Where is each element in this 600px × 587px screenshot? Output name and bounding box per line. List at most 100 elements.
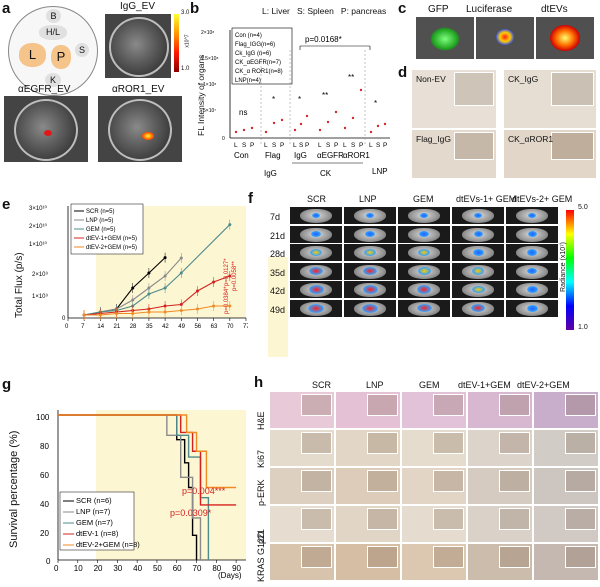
f-mouse-image — [398, 225, 450, 243]
h-stain-image — [468, 430, 532, 466]
b-legend-0: Con (n=4) — [235, 33, 262, 39]
b-group-con: Con — [234, 151, 249, 160]
e-series-line-4 — [84, 305, 230, 316]
d-title-ck-aror1: CK_αROR1 — [508, 134, 554, 144]
e-point — [131, 286, 135, 290]
e-point — [115, 312, 119, 315]
g-ytick-0: 100 — [36, 413, 50, 422]
svg-text:P: P — [250, 142, 254, 149]
panel-a-colorbar — [174, 14, 179, 72]
e-point — [212, 280, 216, 284]
b-ytick-3: 5×10⁷ — [203, 108, 216, 114]
e-point — [195, 289, 199, 293]
organ-s: S — [75, 43, 89, 57]
organ-l: L — [19, 43, 46, 67]
b-ytick-2: 1×10⁸ — [203, 82, 216, 88]
e-legend-2: GEM (n=5) — [86, 227, 116, 233]
f-col-dtev1: dtEVs-1+ GEM — [456, 194, 517, 204]
b-sig-3: ** — [322, 91, 328, 100]
g-xtick: 60 — [173, 564, 182, 573]
f-mouse-image — [452, 207, 504, 224]
g-legend-0: SCR (n=6) — [76, 496, 112, 505]
panel-f-colorbar-label: Radiance (x10⁷) — [560, 241, 567, 292]
d-title-non-ev: Non-EV — [416, 74, 446, 84]
e-pvalue-1: p=0.0058** — [232, 260, 238, 291]
h-col-gem: GEM — [419, 380, 440, 390]
aror1-ev-title: αROR1_EV — [112, 84, 165, 95]
e-point — [98, 313, 102, 317]
e-point — [147, 292, 151, 296]
f-mouse-image — [290, 244, 342, 261]
h-stain-image — [468, 468, 532, 504]
h-stain-image — [402, 544, 466, 580]
e-xtick: 28 — [130, 324, 137, 330]
organ-layout-schematic: B H/L S L P K — [8, 6, 98, 96]
g-xtick: 20 — [94, 564, 103, 573]
h-stain-image — [270, 468, 334, 504]
f-col-gem: GEM — [413, 194, 434, 204]
h-col-dtev2: dtEV-2+GEM — [517, 380, 570, 390]
f-mouse-image — [398, 262, 450, 280]
svg-text:S: S — [351, 142, 356, 149]
f-mouse-image — [506, 207, 558, 224]
d-title-flag-igg: Flag_IgG — [416, 134, 451, 144]
e-series-line-3 — [84, 275, 231, 316]
e-point — [179, 303, 183, 306]
e-xtick: 49 — [178, 324, 185, 330]
e-point — [147, 310, 151, 314]
panel-a-colorbar-unit: x10^7 — [184, 34, 191, 48]
e-xtick: 56 — [194, 324, 201, 330]
svg-text:P: P — [359, 142, 363, 149]
e-xtick: 35 — [146, 324, 153, 330]
b-legend-3: CK_αEGFR(n=7) — [235, 60, 281, 66]
f-mouse-image — [290, 225, 342, 243]
panel-g-label: g — [2, 376, 12, 393]
panel-c-label: c — [398, 0, 407, 17]
h-col-scr: SCR — [312, 380, 332, 390]
f-mouse-image — [398, 281, 450, 298]
c-title-dtevs: dtEVs — [541, 4, 568, 15]
f-mouse-image — [506, 281, 558, 298]
e-ytick-3: 2×10⁹ — [32, 271, 49, 278]
b-group-igg: IgG — [294, 151, 307, 160]
h-stain-image — [270, 506, 334, 542]
d-non-ev-image — [412, 70, 496, 128]
svg-text:S: S — [376, 142, 381, 149]
h-stain-image — [336, 392, 400, 428]
panel-d-label: d — [398, 64, 408, 81]
h-row-label: KRAS G12D — [256, 531, 266, 582]
h-stain-image — [534, 468, 598, 504]
d-flag-igg-image — [412, 130, 496, 178]
c-title-luciferase: Luciferase — [466, 4, 513, 15]
g-legend-4: dtEV-2+GEM (n=8) — [76, 540, 140, 549]
e-xtick: 70 — [227, 324, 234, 330]
e-xtick: 42 — [162, 324, 169, 330]
panel-e-label: e — [2, 196, 11, 213]
h-stain-image — [336, 430, 400, 466]
h-col-dtev1: dtEV-1+GEM — [458, 380, 511, 390]
g-series-line-4 — [58, 414, 237, 489]
b-group-aror1: αROR1 — [343, 151, 370, 160]
svg-text:L: L — [264, 142, 268, 149]
b-legend-5: LNP(n=4) — [235, 78, 261, 84]
h-stain-image — [336, 544, 400, 580]
b-ytick-4: 0 — [222, 136, 225, 142]
e-point — [147, 271, 151, 275]
e-xtick: 63 — [211, 324, 218, 330]
f-mouse-image — [344, 281, 396, 298]
e-point — [131, 298, 135, 302]
panel-g-chart: 100 80 60 40 20 0 0 10 20 30 40 50 60 70 80 90 (D… — [36, 410, 246, 580]
h-col-lnp: LNP — [366, 380, 384, 390]
f-row-label: 21d — [270, 230, 286, 241]
g-legend-1: LNP (n=7) — [76, 507, 111, 516]
svg-text:P: P — [280, 142, 284, 149]
organ-p: P — [51, 45, 71, 69]
g-legend-2: GEM (n=7) — [76, 518, 113, 527]
f-row-label: 49d — [270, 304, 286, 315]
panel-a-colorbar-max: 3.0 — [181, 10, 190, 16]
h-stain-image — [402, 430, 466, 466]
igg-ev-title: IgG_EV — [120, 1, 156, 12]
svg-text:S: S — [299, 142, 304, 149]
h-stain-image — [534, 430, 598, 466]
b-legend-1: Flag_IGG(n=6) — [235, 42, 275, 48]
